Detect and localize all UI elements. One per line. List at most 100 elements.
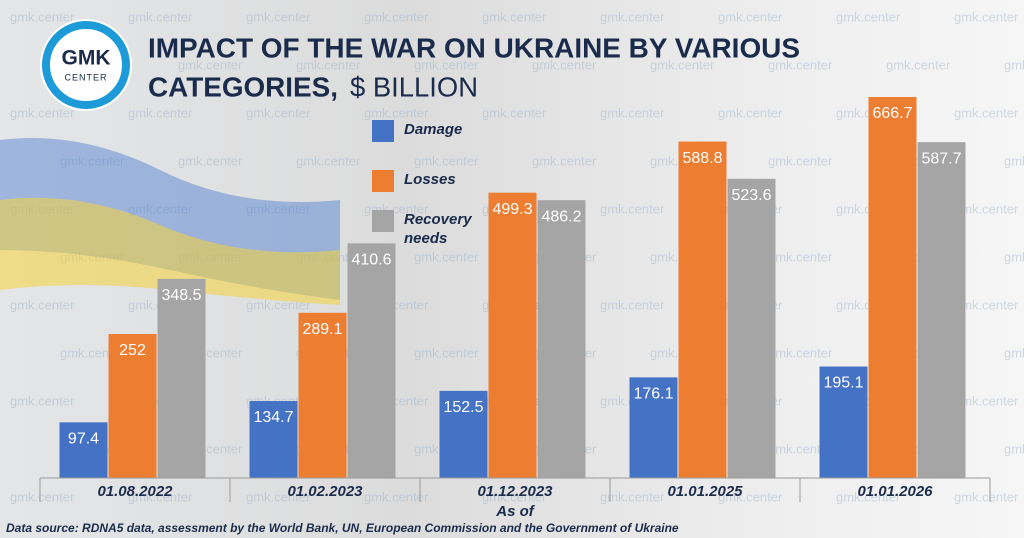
- watermark: gmk.center: [886, 57, 951, 72]
- chart-title: CATEGORIES,: [148, 71, 338, 102]
- watermark: gmk.center: [600, 489, 665, 504]
- bar: [678, 141, 727, 479]
- watermark: gmk.center: [836, 489, 901, 504]
- watermark: gmk.center: [768, 153, 833, 168]
- bar: [298, 312, 347, 478]
- watermark: gmk.center: [1004, 57, 1024, 72]
- source-note: Data source: RDNA5 data, assessment by t…: [6, 521, 679, 535]
- watermark: gmk.center: [414, 57, 479, 72]
- bar: [868, 97, 917, 479]
- value-label: 289.1: [302, 321, 342, 338]
- bar: [537, 200, 586, 478]
- watermark: gmk.center: [10, 393, 75, 408]
- watermark: gmk.center: [650, 57, 715, 72]
- x-axis-label: As of: [495, 503, 536, 520]
- bar: [439, 390, 488, 478]
- legend-item: Recovery needs: [372, 210, 474, 248]
- watermark: gmk.center: [1004, 345, 1024, 360]
- watermark: gmk.center: [482, 9, 547, 24]
- watermark: gmk.center: [532, 153, 597, 168]
- watermark: gmk.center: [10, 297, 75, 312]
- legend-swatch: [372, 170, 394, 192]
- bar: [249, 401, 298, 478]
- watermark: gmk.center: [600, 201, 665, 216]
- watermark: gmk.center: [364, 105, 429, 120]
- watermark: gmk.center: [836, 9, 901, 24]
- legend-item: Losses: [372, 170, 474, 192]
- x-tick-label: 01.08.2022: [97, 483, 173, 500]
- flag-yellow: [0, 197, 340, 305]
- watermark: gmk.center: [246, 201, 311, 216]
- watermark: gmk.center: [954, 105, 1019, 120]
- watermark: gmk.center: [532, 57, 597, 72]
- logo-bg: [40, 19, 132, 111]
- watermark: gmk.center: [246, 105, 311, 120]
- value-label: 195.1: [823, 375, 863, 392]
- watermark: gmk.center: [246, 489, 311, 504]
- watermark: gmk.center: [128, 9, 193, 24]
- legend-label: Recovery needs: [404, 211, 472, 247]
- watermark: gmk.center: [954, 489, 1019, 504]
- value-label: 348.5: [161, 287, 201, 304]
- watermark: gmk.center: [178, 57, 243, 72]
- bar: [727, 178, 776, 479]
- watermark: gmk.center: [954, 9, 1019, 24]
- x-tick-label: 01.02.2023: [287, 483, 363, 500]
- watermark: gmk.center: [768, 441, 833, 456]
- watermark: gmk.center: [482, 489, 547, 504]
- watermark: gmk.center: [600, 105, 665, 120]
- watermark: gmk.center: [718, 9, 783, 24]
- bar: [157, 278, 206, 478]
- legend-label: Damage: [404, 121, 463, 138]
- chart-unit: $ BILLION: [350, 71, 478, 102]
- watermark: gmk.center: [600, 297, 665, 312]
- watermark: gmk.center: [364, 489, 429, 504]
- value-label: 588.8: [682, 150, 722, 167]
- watermark: gmk.center: [718, 105, 783, 120]
- bar: [629, 377, 678, 478]
- watermark: gmk.center: [364, 9, 429, 24]
- bar: [488, 192, 537, 478]
- watermark: gmk.center: [178, 153, 243, 168]
- watermark: gmk.center: [128, 489, 193, 504]
- x-tick-label: 01.12.2023: [477, 483, 553, 500]
- watermark: gmk.center: [600, 9, 665, 24]
- value-label: 499.3: [492, 201, 532, 218]
- watermark: gmk.center: [246, 9, 311, 24]
- legend-item: Damage: [372, 120, 474, 142]
- watermark: gmk.center: [128, 201, 193, 216]
- watermark: gmk.center: [60, 153, 125, 168]
- value-label: 486.2: [541, 208, 581, 225]
- watermark: gmk.center: [768, 345, 833, 360]
- legend-label: Losses: [404, 171, 456, 188]
- value-label: 97.4: [68, 431, 99, 448]
- x-tick-label: 01.01.2026: [857, 483, 933, 500]
- watermark: gmk.center: [718, 489, 783, 504]
- chart-title: IMPACT OF THE WAR ON UKRAINE BY VARIOUS: [148, 32, 800, 63]
- value-label: 666.7: [872, 105, 912, 122]
- watermark: gmk.center: [296, 57, 361, 72]
- logo-ring: [42, 21, 130, 109]
- watermark: gmk.center: [414, 345, 479, 360]
- watermark: gmk.center: [954, 393, 1019, 408]
- watermark: gmk.center: [10, 489, 75, 504]
- value-label: 587.7: [921, 150, 961, 167]
- logo-sub: CENTER: [64, 72, 107, 82]
- value-label: 523.6: [731, 187, 771, 204]
- watermark: gmk.center: [954, 201, 1019, 216]
- x-tick-label: 01.01.2025: [667, 483, 743, 500]
- value-label: 152.5: [443, 399, 483, 416]
- bar: [819, 366, 868, 478]
- bar: [59, 422, 108, 478]
- watermark: gmk.center: [296, 153, 361, 168]
- watermark: gmk.center: [10, 9, 75, 24]
- watermark: gmk.center: [1004, 249, 1024, 264]
- value-label: 252: [119, 342, 146, 359]
- value-label: 410.6: [351, 252, 391, 269]
- watermark: gmk.center: [1004, 153, 1024, 168]
- legend-swatch: [372, 210, 394, 232]
- bar: [917, 142, 966, 478]
- bar: [108, 334, 157, 478]
